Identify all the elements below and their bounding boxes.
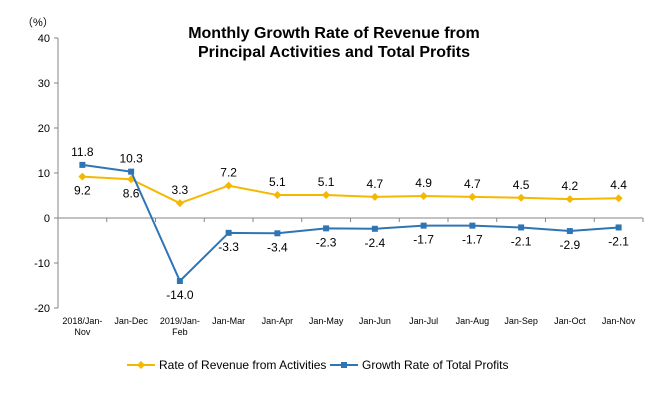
x-tick-label: Jan-Nov <box>602 316 636 326</box>
chart-title-line-1: Monthly Growth Rate of Revenue from <box>188 25 480 42</box>
x-tick-label: 2018/Jan- <box>62 316 102 326</box>
data-label-s0-2: 3.3 <box>172 183 189 197</box>
data-point-s0-3 <box>224 181 233 190</box>
data-label-s0-0: 9.2 <box>74 184 91 198</box>
data-label-s0-6: 4.7 <box>367 177 384 191</box>
chart-title-line-2: Principal Activities and Total Profits <box>198 44 470 61</box>
data-point-s1-11 <box>615 224 622 231</box>
data-point-s1-3 <box>225 229 232 236</box>
data-label-s0-1: 8.6 <box>123 186 140 200</box>
data-point-s1-1 <box>128 168 135 175</box>
x-tick-label: Jan-Aug <box>456 316 490 326</box>
data-point-s0-7 <box>419 191 428 200</box>
y-tick-label: 10 <box>38 168 50 180</box>
axes: -20 -10 0 10 20 30 40 2018/Jan-Nov Jan-Dec 2019/J… <box>34 33 644 337</box>
data-point-s0-4 <box>273 191 282 200</box>
data-point-s1-6 <box>371 225 378 232</box>
data-point-s0-6 <box>370 192 379 201</box>
data-label-s1-0: 11.8 <box>71 145 94 159</box>
data-label-s0-8: 4.7 <box>464 177 481 191</box>
data-label-s1-4: -3.4 <box>267 240 288 254</box>
series-line-1 <box>82 163 619 283</box>
data-point-s0-9 <box>517 193 526 202</box>
data-label-s1-11: -2.1 <box>608 234 629 248</box>
data-label-s0-9: 4.5 <box>513 178 530 192</box>
data-label-s1-1: 10.3 <box>119 152 143 166</box>
y-unit-label: （%） <box>22 16 54 29</box>
y-tick-label: 30 <box>38 78 50 90</box>
x-tick-label: Jan-Sep <box>504 316 538 326</box>
data-point-slegend1-0 <box>341 362 347 368</box>
data-label-s1-2: -14.0 <box>166 288 194 302</box>
x-tick-label: Jan-Apr <box>262 316 294 326</box>
data-point-s0-5 <box>322 191 331 200</box>
series-line-0 <box>82 175 619 205</box>
data-point-s0-8 <box>468 192 477 201</box>
x-tick-label: Nov <box>74 327 91 337</box>
data-labels: 9.2 8.6 3.3 7.2 5.1 5.1 4.7 4.9 4.7 4.5 4.2 4.4 11.8… <box>71 145 629 302</box>
data-label-s1-8: -1.7 <box>462 233 483 247</box>
x-tick-label: Jan-Mar <box>212 316 245 326</box>
legend-label-1: Growth Rate of Total Profits <box>362 358 509 372</box>
data-label-s1-6: -2.4 <box>365 236 386 250</box>
data-label-s1-10: -2.9 <box>560 238 581 252</box>
data-label-s0-7: 4.9 <box>415 176 432 190</box>
x-tick-label: Jan-May <box>309 316 344 326</box>
y-tick-label: 40 <box>38 33 50 45</box>
data-point-s0-0 <box>78 172 87 181</box>
data-point-s1-4 <box>274 230 281 237</box>
data-point-slegend0-0 <box>137 361 145 369</box>
x-tick-label: 2019/Jan- <box>160 316 200 326</box>
data-point-s1-9 <box>518 224 525 231</box>
data-label-s1-5: -2.3 <box>316 235 337 249</box>
data-point-s1-0 <box>79 161 86 168</box>
data-point-s1-5 <box>323 225 330 232</box>
data-point-s0-10 <box>565 195 574 204</box>
y-tick-label: 20 <box>38 123 50 135</box>
data-point-s1-8 <box>469 222 476 229</box>
data-label-s0-3: 7.2 <box>220 166 237 180</box>
y-tick-label: -20 <box>34 303 50 315</box>
x-tick-label: Jan-Dec <box>114 316 148 326</box>
data-label-s1-9: -2.1 <box>511 234 532 248</box>
data-label-s1-7: -1.7 <box>413 233 434 247</box>
data-point-s0-11 <box>614 194 623 203</box>
y-tick-label: -10 <box>34 258 50 270</box>
data-label-s1-3: -3.3 <box>218 240 239 254</box>
legend: Rate of Revenue from Activities Growth Ra… <box>127 358 509 372</box>
x-tick-label: Jan-Jul <box>409 316 438 326</box>
series-layer <box>78 161 623 284</box>
x-tick-label: Feb <box>172 327 188 337</box>
data-label-s0-5: 5.1 <box>318 175 335 189</box>
data-point-s0-2 <box>175 199 184 208</box>
legend-label-0: Rate of Revenue from Activities <box>159 358 326 372</box>
data-point-s1-10 <box>566 228 573 235</box>
data-point-s1-2 <box>176 278 183 284</box>
y-tick-label: 0 <box>44 213 50 225</box>
data-label-s0-10: 4.2 <box>562 179 579 193</box>
data-label-s0-11: 4.4 <box>610 178 627 192</box>
x-tick-label: Jan-Oct <box>554 316 586 326</box>
data-point-s1-7 <box>420 222 427 229</box>
data-label-s0-4: 5.1 <box>269 175 286 189</box>
x-tick-label: Jan-Jun <box>359 316 391 326</box>
